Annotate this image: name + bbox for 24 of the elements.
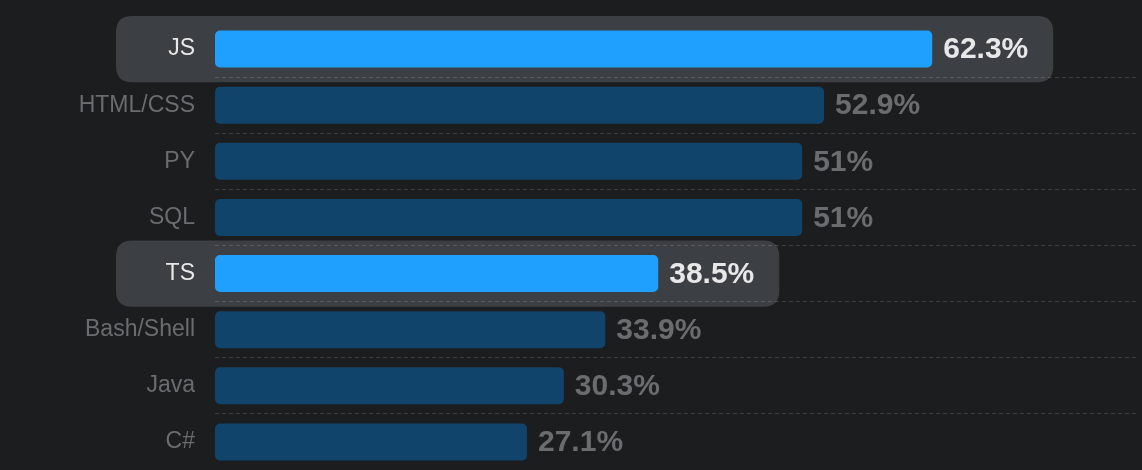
data-label: 51% (813, 143, 874, 177)
bar (215, 30, 933, 68)
y-tick-label: JS (168, 34, 195, 61)
bar (215, 86, 825, 124)
bar (215, 367, 564, 405)
y-tick-label: SQL (148, 202, 196, 229)
data-label: 27.1% (537, 424, 624, 458)
y-tick-label: C# (165, 427, 196, 454)
bar (215, 255, 659, 293)
data-label: 62.3% (943, 31, 1029, 65)
y-tick-label: Java (146, 371, 196, 398)
data-label: 33.9% (616, 311, 702, 345)
data-label: 52.9% (835, 87, 921, 121)
y-tick-label: TS (165, 258, 195, 285)
bar (215, 311, 606, 349)
y-tick-label: PY (164, 146, 195, 173)
bar (215, 198, 803, 236)
bar (215, 423, 527, 461)
data-label: 51% (813, 199, 874, 233)
data-label: 30.3% (574, 368, 660, 402)
bar (215, 142, 803, 180)
data-label: 38.5% (669, 255, 755, 289)
y-tick-label: Bash/Shell (85, 315, 195, 342)
y-tick-label: HTML/CSS (78, 90, 195, 117)
